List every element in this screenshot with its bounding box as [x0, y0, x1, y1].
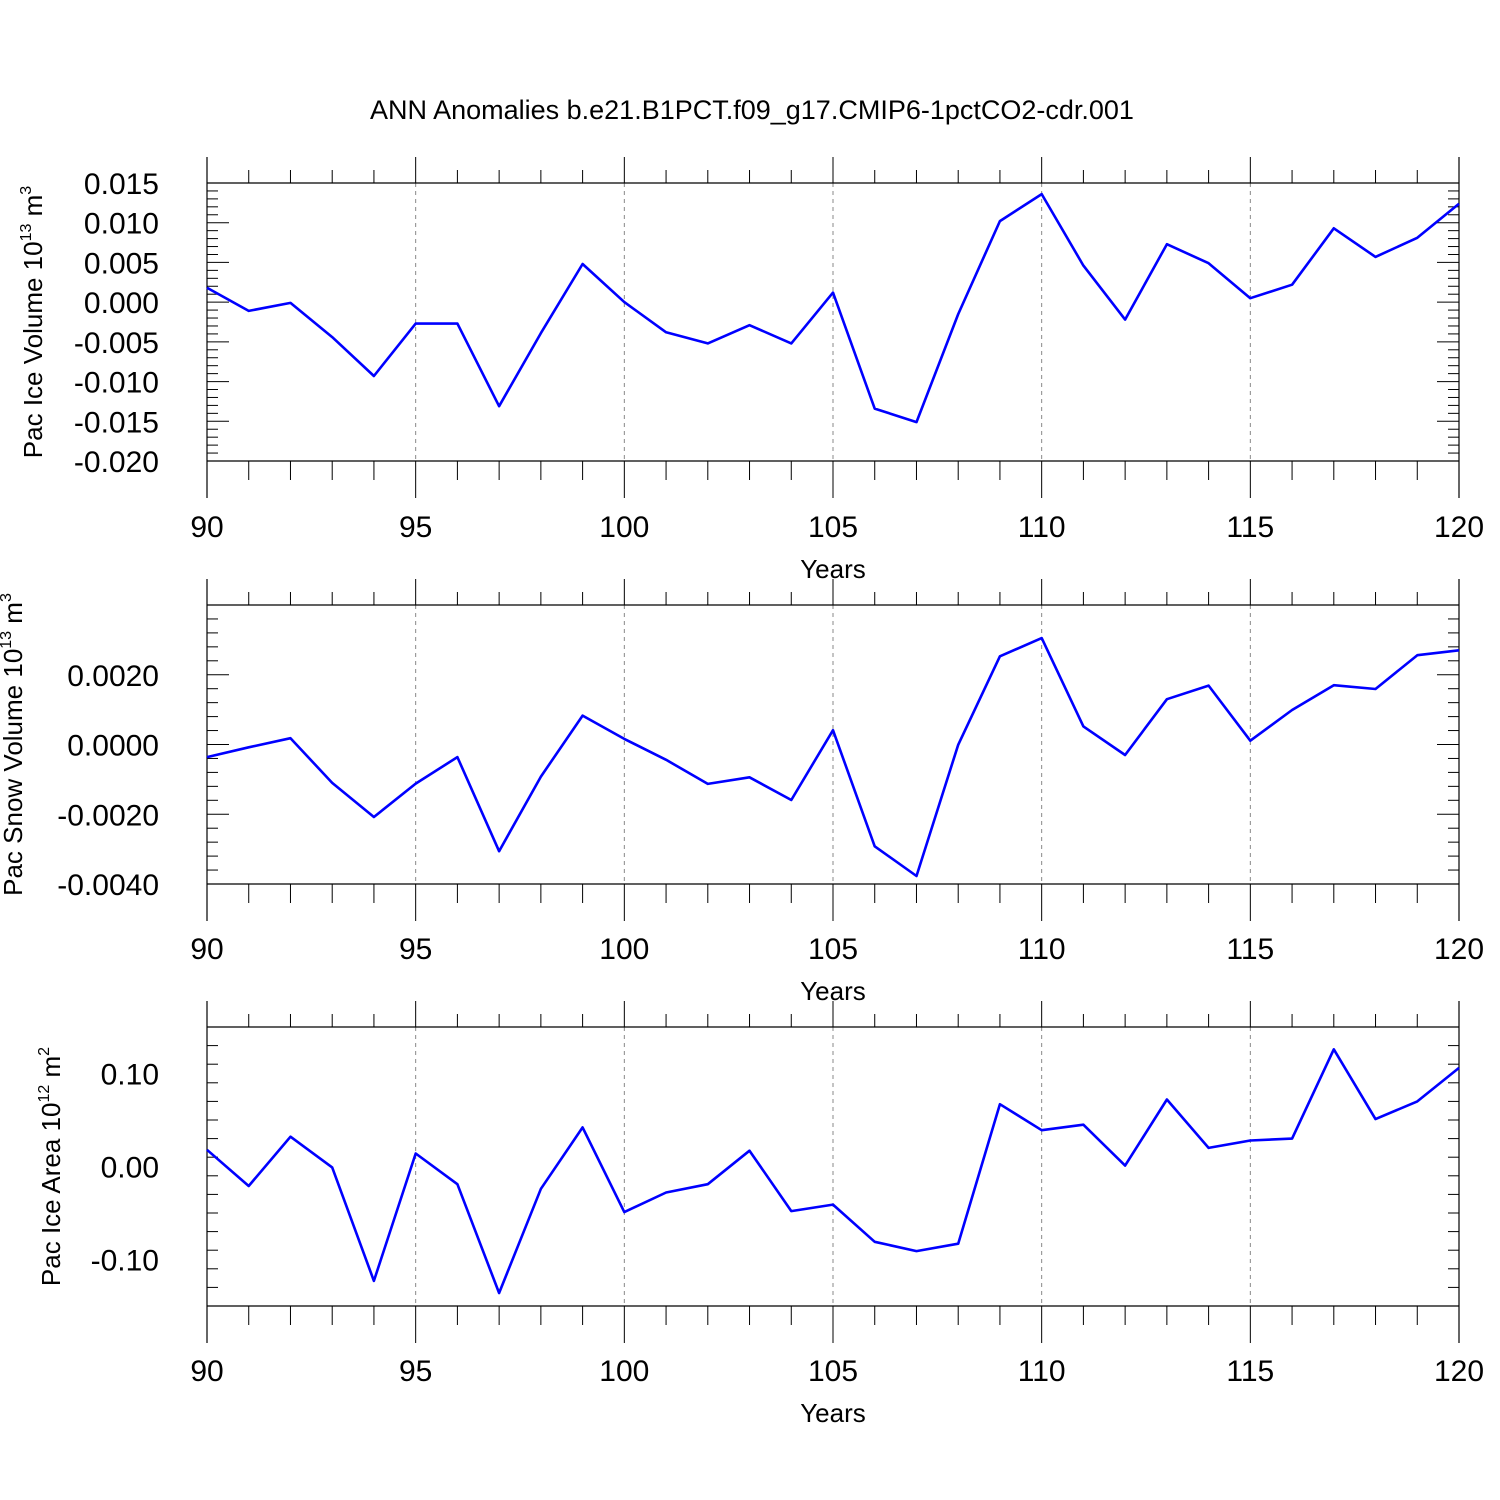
- y-axis-label: Pac Snow Volume 1013 m3: [0, 593, 28, 896]
- y-axis-label: Pac Ice Volume 1013 m3: [18, 186, 48, 459]
- panels: 0.015 0.010 0.005 0.000 -0.005 -0.010 -0.015 -0…: [0, 157, 1484, 1428]
- x-tick-label: 120: [1434, 933, 1484, 966]
- y-tick-label: 0.015: [84, 168, 159, 201]
- x-tick-label: 120: [1434, 511, 1484, 544]
- x-tick-label: 100: [599, 933, 649, 966]
- y-tick-label: 0.010: [84, 208, 159, 241]
- x-tick-label: 105: [808, 511, 858, 544]
- series-line: [206, 192, 1460, 424]
- x-tick-label: 100: [599, 511, 649, 544]
- x-tick-label: 95: [399, 1355, 432, 1388]
- y-tick-label: -0.0020: [57, 799, 159, 832]
- y-tick-label: 0.005: [84, 247, 159, 280]
- y-tick-label: 0.0020: [67, 660, 159, 693]
- x-tick-label: 115: [1226, 1355, 1274, 1388]
- series-line: [206, 636, 1460, 878]
- y-tick-label: 0.0000: [67, 730, 159, 763]
- y-axis-label: Pac Ice Area 1012 m2: [36, 1047, 66, 1286]
- y-tick-label: -0.015: [74, 406, 159, 439]
- y-tick-label: 0.10: [101, 1059, 159, 1092]
- y-tick-label: -0.020: [74, 446, 159, 479]
- x-tick-label: 100: [599, 1355, 649, 1388]
- x-axis-label: Years: [800, 1398, 866, 1428]
- x-tick-label: 90: [190, 1355, 223, 1388]
- x-tick-label: 115: [1226, 511, 1274, 544]
- x-tick-label: 95: [399, 933, 432, 966]
- x-tick-label: 110: [1018, 933, 1066, 966]
- panel-3: 0.10 0.00 -0.10 90 95 100 105 110 115 120 Years Pac…: [36, 1001, 1484, 1428]
- panel-1: 0.015 0.010 0.005 0.000 -0.005 -0.010 -0.015 -0…: [18, 157, 1484, 584]
- x-tick-label: 120: [1434, 1355, 1484, 1388]
- x-tick-label: 90: [190, 933, 223, 966]
- figure-title: ANN Anomalies b.e21.B1PCT.f09_g17.CMIP6-…: [370, 95, 1134, 125]
- x-tick-label: 115: [1226, 933, 1274, 966]
- y-tick-label: -0.010: [74, 367, 159, 400]
- y-tick-label: -0.005: [74, 327, 159, 360]
- x-tick-label: 90: [190, 511, 223, 544]
- y-tick-label: -0.10: [91, 1245, 159, 1278]
- panel-2: 0.0020 0.0000 -0.0020 -0.0040 90 95 100 105 110 1…: [0, 579, 1484, 1006]
- x-tick-label: 105: [808, 1355, 858, 1388]
- y-tick-label: -0.0040: [57, 869, 159, 902]
- series-line: [206, 1048, 1460, 1295]
- x-tick-label: 110: [1018, 1355, 1066, 1388]
- y-tick-label: 0.00: [101, 1152, 159, 1185]
- x-tick-label: 110: [1018, 511, 1066, 544]
- y-tick-label: 0.000: [84, 287, 159, 320]
- x-tick-label: 105: [808, 933, 858, 966]
- x-tick-label: 95: [399, 511, 432, 544]
